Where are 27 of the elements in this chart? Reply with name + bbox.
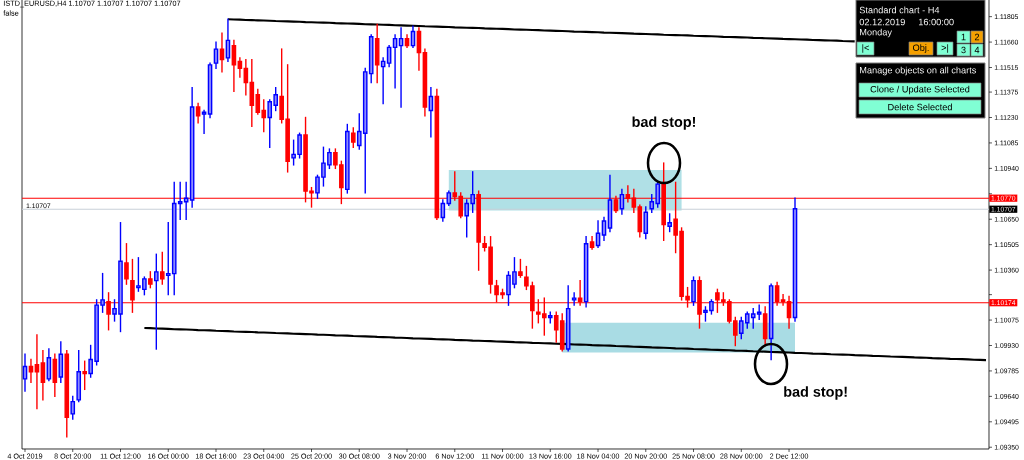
candlestick <box>46 348 52 382</box>
annotation: Manage objects on all charts <box>860 66 977 76</box>
annotation: |< <box>862 44 869 53</box>
candlestick <box>28 358 34 384</box>
candlestick <box>571 292 577 306</box>
annotation: Standard chart - H4 <box>859 6 940 14</box>
annotation: 4 <box>974 46 980 54</box>
candlestick <box>589 236 595 250</box>
annotation: Obj. <box>913 44 929 53</box>
annotation: 1 <box>961 33 966 41</box>
annotation: Delete Selected <box>888 103 952 111</box>
candlestick <box>607 174 613 233</box>
annotation: 16:00:00 <box>918 18 954 26</box>
annotation: Clone / Update Selected <box>870 85 970 95</box>
candlestick <box>34 334 40 410</box>
candlestick <box>601 216 607 241</box>
annotation: >| <box>941 44 949 53</box>
candlestick <box>213 41 219 70</box>
candlestick <box>22 353 28 392</box>
annotation: 2 <box>974 33 980 41</box>
annotation: bad stop! <box>632 116 696 130</box>
annotation: bad stop! <box>784 386 847 400</box>
annotation: 02.12.2019 <box>859 18 905 26</box>
annotation: Monday <box>860 28 892 38</box>
candlestick <box>219 32 225 73</box>
annotation: 3 <box>961 46 966 54</box>
candlestick <box>201 109 207 134</box>
